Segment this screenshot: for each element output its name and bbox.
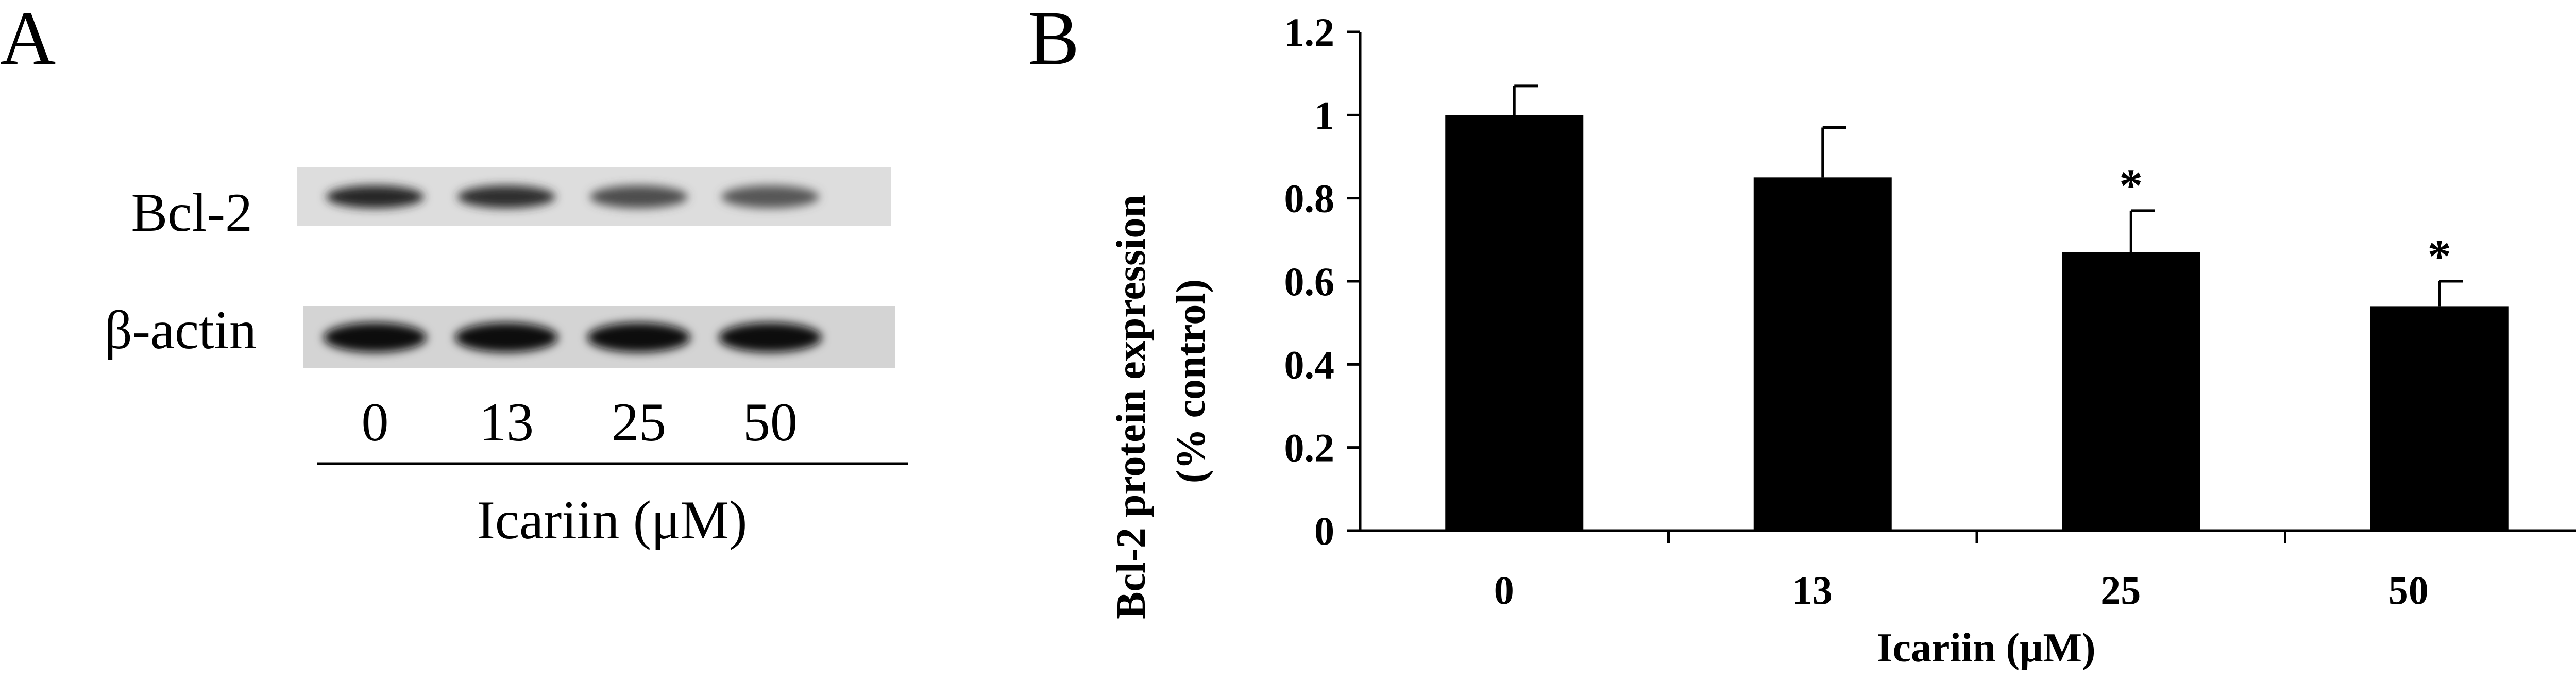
blot-band-actin-2 bbox=[587, 322, 690, 352]
blot-xlabel: Icariin (μM) bbox=[477, 490, 748, 550]
x-tick-label: 25 bbox=[2100, 568, 2141, 613]
bar-0 bbox=[1445, 115, 1584, 531]
blot-band-actin-3 bbox=[719, 322, 822, 352]
blot-band-actin-0 bbox=[324, 322, 427, 352]
x-tick-label: 50 bbox=[2388, 568, 2429, 613]
blot-band-bcl2-2 bbox=[590, 185, 688, 208]
blot-bands bbox=[324, 185, 822, 352]
blot-lane-label: 0 bbox=[362, 392, 389, 452]
y-tick-label: 1 bbox=[1314, 93, 1334, 138]
blot-lane-label: 13 bbox=[479, 392, 534, 452]
panel-b-letter: B bbox=[1028, 0, 1079, 81]
blot-row-label-actin: β-actin bbox=[105, 300, 257, 360]
y-tick-label: 1.2 bbox=[1284, 10, 1335, 55]
y-axis-title-unit: (% control) bbox=[1168, 279, 1214, 483]
panel-a: A Bcl-2 β-actin 0 13 25 50 Icariin (μM) bbox=[0, 0, 908, 550]
blot-band-bcl2-1 bbox=[457, 185, 555, 208]
blot-lane-label: 50 bbox=[743, 392, 798, 452]
y-axis-title: Bcl-2 protein expression bbox=[1109, 195, 1154, 619]
x-tick-label: 0 bbox=[1494, 568, 1514, 613]
blot-band-bcl2-3 bbox=[721, 185, 819, 208]
blot-lane-labels: 0 13 25 50 bbox=[362, 392, 798, 452]
y-tick-label: 0 bbox=[1314, 508, 1334, 553]
y-tick-label: 0.4 bbox=[1284, 342, 1335, 387]
significance-marker: * bbox=[2119, 159, 2143, 212]
y-tick-label: 0.2 bbox=[1284, 426, 1335, 470]
x-tick-label: 13 bbox=[1792, 568, 1833, 613]
bar-13 bbox=[1753, 177, 1892, 531]
bar-25 bbox=[2062, 252, 2200, 531]
blot-band-actin-1 bbox=[455, 322, 558, 352]
bar-chart: 0 0.2 0.4 0.6 0.8 1 1.2 0 13 * 25 * 50 Icariin (μM) Bc… bbox=[1109, 10, 2576, 671]
panel-a-letter: A bbox=[0, 0, 56, 81]
panel-b: B 0 0.2 0.4 0.6 0.8 1 1.2 0 13 * 25 * 50 Icariin (μM)… bbox=[1028, 0, 2576, 671]
significance-marker: * bbox=[2428, 230, 2451, 282]
x-axis-title: Icariin (μM) bbox=[1876, 625, 2095, 671]
blot-lane-label: 25 bbox=[612, 392, 666, 452]
bar-50 bbox=[2370, 306, 2509, 531]
y-tick-label: 0.8 bbox=[1284, 176, 1335, 221]
blot-row-label-bcl2: Bcl-2 bbox=[131, 182, 253, 243]
blot-band-bcl2-0 bbox=[326, 185, 424, 208]
y-tick-label: 0.6 bbox=[1284, 259, 1335, 304]
